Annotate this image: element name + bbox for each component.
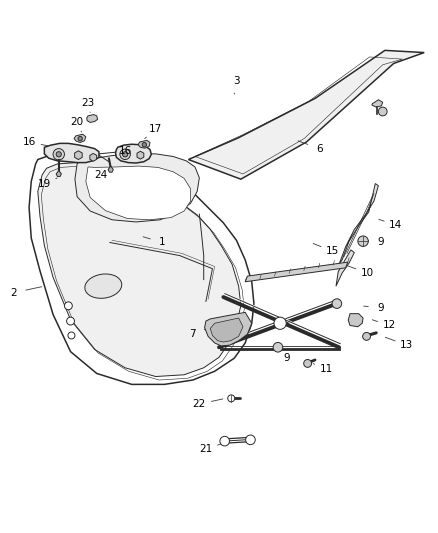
Text: 7: 7 <box>190 329 196 339</box>
Polygon shape <box>38 163 241 376</box>
Text: 1: 1 <box>159 238 166 247</box>
Polygon shape <box>245 262 348 282</box>
Circle shape <box>123 152 128 157</box>
Circle shape <box>120 149 131 159</box>
Polygon shape <box>339 183 378 264</box>
Polygon shape <box>138 140 150 148</box>
Circle shape <box>68 332 75 339</box>
Polygon shape <box>75 154 199 222</box>
Circle shape <box>332 299 342 309</box>
Text: 13: 13 <box>400 340 413 350</box>
Text: 6: 6 <box>316 143 323 154</box>
Polygon shape <box>90 154 97 161</box>
Text: 24: 24 <box>95 170 108 180</box>
Text: 2: 2 <box>11 288 17 298</box>
Circle shape <box>274 317 286 329</box>
Text: 19: 19 <box>38 179 51 189</box>
Circle shape <box>220 437 230 446</box>
Polygon shape <box>372 100 383 107</box>
Text: 12: 12 <box>383 320 396 330</box>
Ellipse shape <box>85 274 122 298</box>
Polygon shape <box>29 155 254 384</box>
Text: 16: 16 <box>119 146 132 156</box>
Text: 23: 23 <box>81 98 95 108</box>
Circle shape <box>304 359 311 367</box>
Circle shape <box>273 343 283 352</box>
Text: 16: 16 <box>22 137 36 147</box>
Circle shape <box>53 149 64 160</box>
Polygon shape <box>86 166 191 220</box>
Polygon shape <box>348 313 363 327</box>
Text: 9: 9 <box>283 353 290 363</box>
Text: 9: 9 <box>377 303 384 313</box>
Circle shape <box>378 107 387 116</box>
Circle shape <box>64 302 72 310</box>
Text: 20: 20 <box>71 117 84 127</box>
Polygon shape <box>108 166 113 172</box>
Circle shape <box>67 317 74 325</box>
Polygon shape <box>210 318 243 342</box>
Circle shape <box>142 142 147 147</box>
Circle shape <box>78 136 82 141</box>
Circle shape <box>228 395 235 402</box>
Circle shape <box>363 333 371 340</box>
Polygon shape <box>74 134 86 142</box>
Text: 9: 9 <box>377 238 384 247</box>
Circle shape <box>358 236 368 246</box>
Polygon shape <box>87 115 98 123</box>
Polygon shape <box>205 312 252 346</box>
Text: 21: 21 <box>199 444 212 454</box>
Polygon shape <box>44 143 99 163</box>
Text: 22: 22 <box>193 399 206 409</box>
Text: 3: 3 <box>233 76 240 86</box>
Text: 11: 11 <box>319 364 332 374</box>
Circle shape <box>246 435 255 445</box>
Polygon shape <box>336 250 354 286</box>
Polygon shape <box>116 144 151 163</box>
Polygon shape <box>56 171 61 176</box>
Text: 17: 17 <box>149 124 162 134</box>
Polygon shape <box>74 151 82 159</box>
Circle shape <box>56 152 61 157</box>
Text: 15: 15 <box>326 246 339 256</box>
Polygon shape <box>137 151 144 159</box>
Text: 10: 10 <box>361 268 374 278</box>
Text: 14: 14 <box>389 220 403 230</box>
Polygon shape <box>188 51 424 179</box>
